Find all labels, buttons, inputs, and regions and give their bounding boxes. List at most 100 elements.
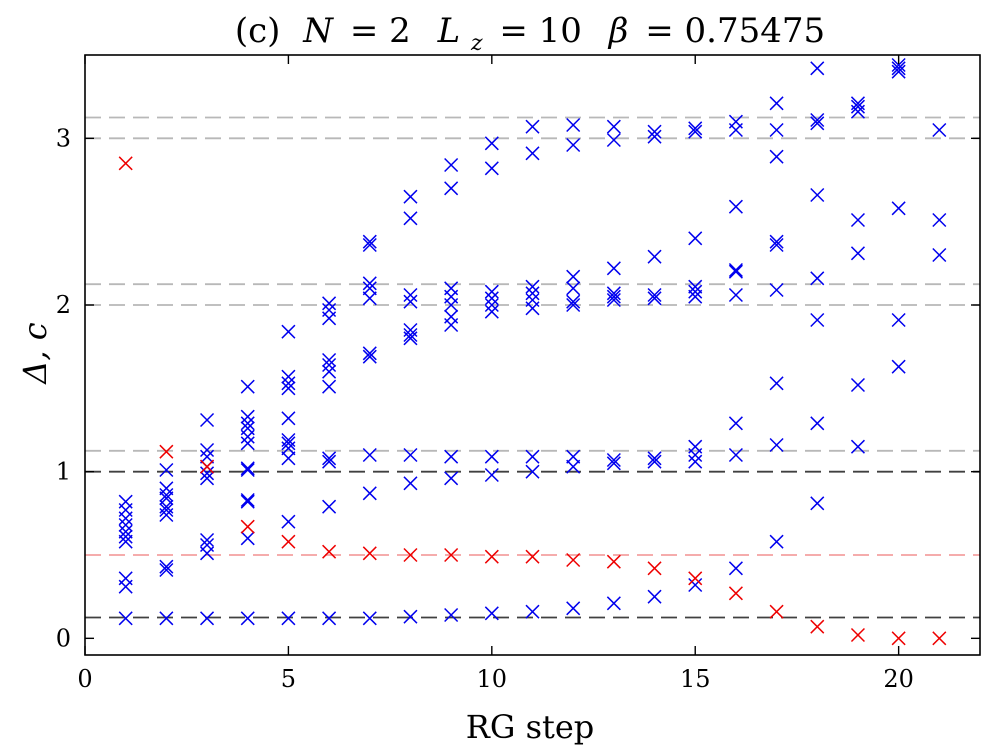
blue-x-marker (322, 499, 337, 514)
blue-x-marker (688, 439, 703, 454)
red-x-marker (647, 561, 662, 576)
blue-x-marker (769, 437, 784, 453)
blue-x-marker (362, 276, 377, 291)
blue-x-marker (444, 281, 459, 296)
blue-x-marker (891, 64, 906, 79)
blue-x-marker (322, 451, 337, 466)
red-x-marker (891, 631, 906, 646)
red-x-marker (444, 547, 459, 563)
blue-x-marker (566, 269, 581, 284)
blue-x-marker (728, 561, 743, 576)
blue-x-marker (891, 201, 906, 216)
blue-x-marker (688, 577, 703, 593)
blue-x-marker (484, 291, 499, 306)
blue-x-marker (322, 364, 337, 379)
x-tick-label: 5 (281, 665, 296, 693)
blue-x-marker (647, 454, 662, 469)
blue-x-marker (566, 117, 581, 133)
blue-x-marker (525, 286, 540, 301)
blue-x-marker (932, 247, 947, 263)
blue-x-marker (200, 412, 215, 428)
blue-x-marker (444, 471, 459, 486)
blue-x-marker (200, 466, 215, 481)
blue-x-marker (688, 124, 703, 139)
x-axis-title: RG step (466, 708, 595, 746)
blue-x-marker (200, 537, 215, 553)
blue-x-marker (647, 291, 662, 306)
blue-x-marker (810, 116, 825, 131)
blue-x-marker (566, 459, 581, 474)
blue-x-marker (403, 476, 418, 491)
blue-x-marker (891, 61, 906, 76)
blue-x-marker (850, 99, 865, 114)
title-l-symbol: L (437, 11, 461, 51)
reference-lines (85, 116, 980, 619)
red-x-marker (606, 554, 621, 569)
blue-x-marker (728, 262, 743, 278)
blue-x-marker (566, 601, 581, 616)
blue-x-marker (769, 234, 784, 249)
red-x-marker (240, 519, 255, 534)
blue-x-marker (322, 454, 337, 469)
blue-x-marker (525, 604, 540, 619)
blue-x-marker (647, 451, 662, 466)
blue-x-marker (240, 409, 255, 424)
blue-x-marker (159, 562, 174, 578)
blue-x-marker (850, 377, 865, 393)
blue-x-marker (606, 456, 621, 471)
red-x-marker (200, 459, 215, 474)
title-l-value: = 10 (499, 11, 582, 51)
blue-x-marker (688, 279, 703, 294)
data-markers (118, 57, 947, 646)
blue-x-marker (281, 514, 296, 529)
blue-x-marker (525, 449, 540, 464)
blue-x-marker (362, 349, 377, 364)
blue-x-marker (240, 461, 255, 476)
blue-x-marker (403, 322, 418, 338)
blue-x-marker (240, 492, 255, 508)
blue-x-marker (403, 294, 418, 309)
blue-x-marker (240, 421, 255, 436)
blue-x-marker (606, 452, 621, 468)
blue-x-marker (159, 611, 174, 626)
blue-x-marker (728, 287, 743, 303)
blue-x-marker (484, 161, 499, 176)
blue-x-marker (525, 146, 540, 161)
blue-x-marker (728, 264, 743, 279)
blue-x-marker (728, 416, 743, 431)
blue-x-marker (810, 271, 825, 286)
blue-x-marker (118, 534, 133, 549)
blue-x-marker (362, 447, 377, 463)
blue-x-marker (281, 324, 296, 339)
blue-x-marker (850, 212, 865, 228)
blue-x-marker (444, 449, 459, 464)
blue-x-marker (606, 286, 621, 301)
red-x-marker (850, 627, 865, 643)
y-tick-label: 3 (56, 124, 71, 152)
blue-x-marker (606, 596, 621, 611)
blue-x-marker (566, 297, 581, 313)
blue-x-marker (200, 471, 215, 486)
blue-x-marker (810, 312, 825, 328)
blue-x-marker (281, 451, 296, 466)
red-x-marker (728, 586, 743, 601)
blue-x-marker (525, 292, 540, 308)
blue-x-marker (891, 312, 906, 328)
blue-x-marker (769, 122, 784, 138)
blue-x-marker (281, 369, 296, 384)
blue-x-marker (159, 491, 174, 506)
blue-x-marker (484, 284, 499, 299)
blue-x-marker (281, 381, 296, 396)
blue-x-marker (810, 187, 825, 203)
blue-x-marker (566, 281, 581, 296)
blue-x-marker (484, 297, 499, 313)
y-tick-label: 2 (56, 291, 71, 319)
blue-x-marker (322, 296, 337, 311)
blue-x-marker (444, 309, 459, 324)
blue-x-marker (525, 119, 540, 134)
y-tick-label: 0 (56, 624, 71, 652)
blue-x-marker (281, 411, 296, 426)
blue-x-marker (118, 524, 133, 539)
title-l-subscript: z (470, 31, 483, 56)
